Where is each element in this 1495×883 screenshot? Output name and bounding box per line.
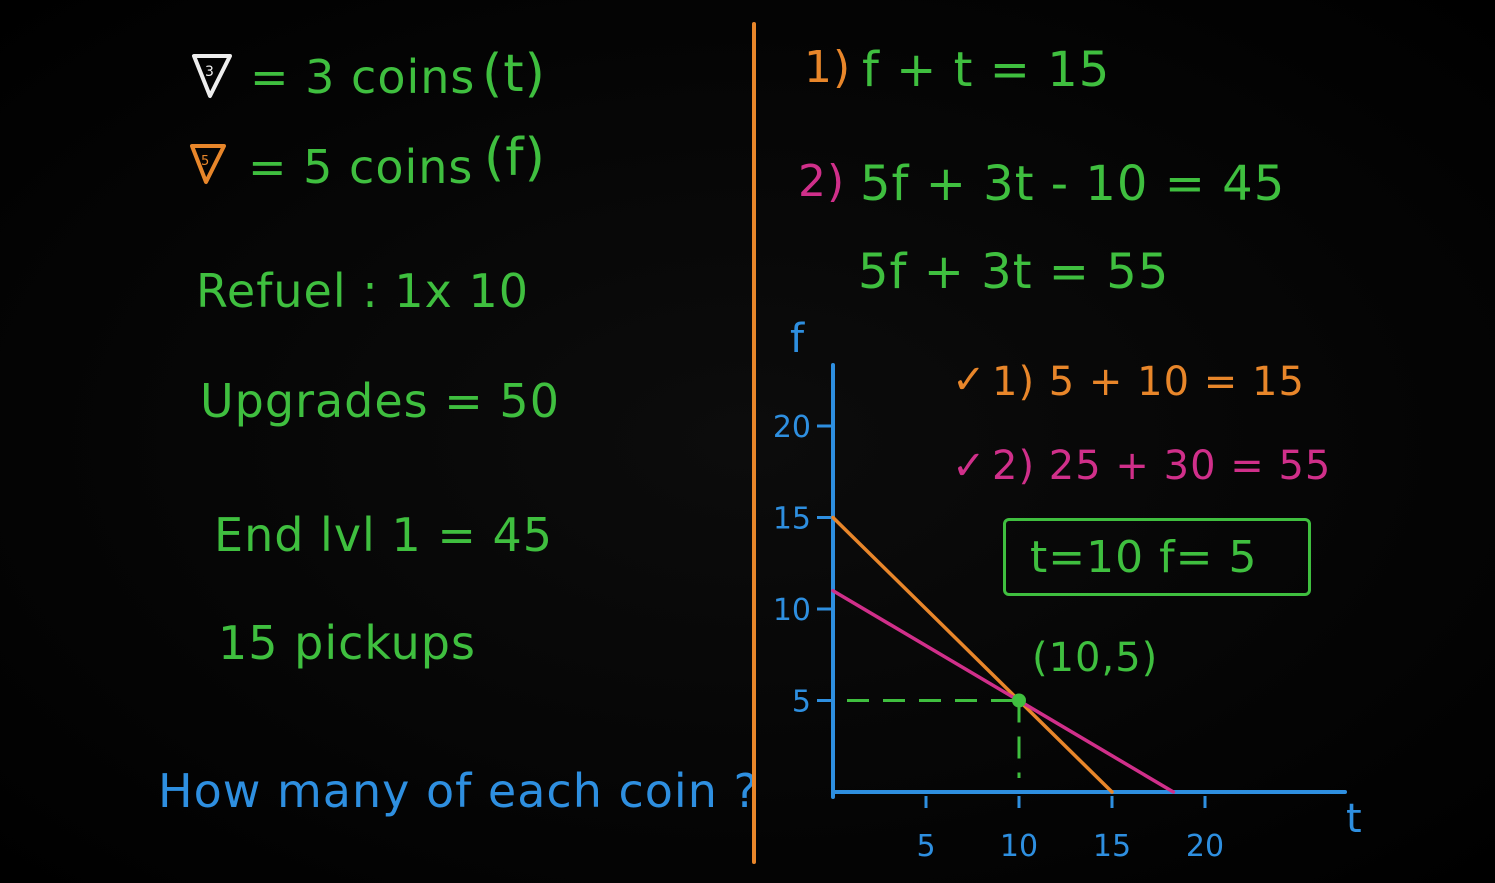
equation-one: f + t = 15 xyxy=(862,42,1111,98)
five-coin-value: = 5 coins xyxy=(248,140,474,194)
end-level-total: End lvl 1 = 45 xyxy=(214,508,554,562)
y-tick-label-10: 10 xyxy=(773,593,811,628)
x-tick-label-5: 5 xyxy=(916,829,935,864)
pickups-count: 15 pickups xyxy=(218,616,476,670)
equation-one-number: 1) xyxy=(804,42,852,93)
refuel-cost: Refuel : 1x 10 xyxy=(196,264,530,318)
equation-two-number: 2) xyxy=(798,156,846,207)
y-tick-label-20: 20 xyxy=(773,410,811,445)
five-coin-symbol: 5 xyxy=(201,154,209,169)
three-coin-value: = 3 coins xyxy=(250,50,476,104)
y-tick-label-5: 5 xyxy=(792,685,811,720)
x-tick-label-20: 20 xyxy=(1186,829,1224,864)
three-coin-symbol: 3 xyxy=(205,64,214,80)
three-coin-variable: (t) xyxy=(482,44,546,104)
check-one-tick: ✓ xyxy=(952,357,987,403)
three-coin-icon: 3 xyxy=(192,54,232,98)
check-two-tick: ✓ xyxy=(952,443,987,489)
equation-two: 5f + 3t - 10 = 45 xyxy=(860,156,1286,212)
solution-text: t=10 f= 5 xyxy=(1030,532,1258,583)
upgrades-cost: Upgrades = 50 xyxy=(200,374,560,428)
solution-box xyxy=(1003,518,1311,596)
question-text: How many of each coin ? xyxy=(158,764,759,818)
check-two: 2) 25 + 30 = 55 xyxy=(992,443,1332,489)
x-tick-label-10: 10 xyxy=(1000,829,1038,864)
five-coin-variable: (f) xyxy=(484,128,546,188)
check-one: 1) 5 + 10 = 15 xyxy=(992,359,1305,405)
five-coin-icon: 5 xyxy=(190,144,226,184)
x-tick-label-15: 15 xyxy=(1093,829,1131,864)
x-axis-label: t xyxy=(1346,796,1362,842)
intersection-label: (10,5) xyxy=(1032,635,1159,681)
equation-two-simplified: 5f + 3t = 55 xyxy=(858,244,1170,300)
y-axis-label: f xyxy=(790,316,805,362)
y-tick-label-15: 15 xyxy=(773,502,811,537)
series-line-1 xyxy=(831,515,1114,794)
series-line-2 xyxy=(831,588,1176,794)
center-divider xyxy=(752,22,756,864)
intersection-point xyxy=(1012,693,1026,708)
